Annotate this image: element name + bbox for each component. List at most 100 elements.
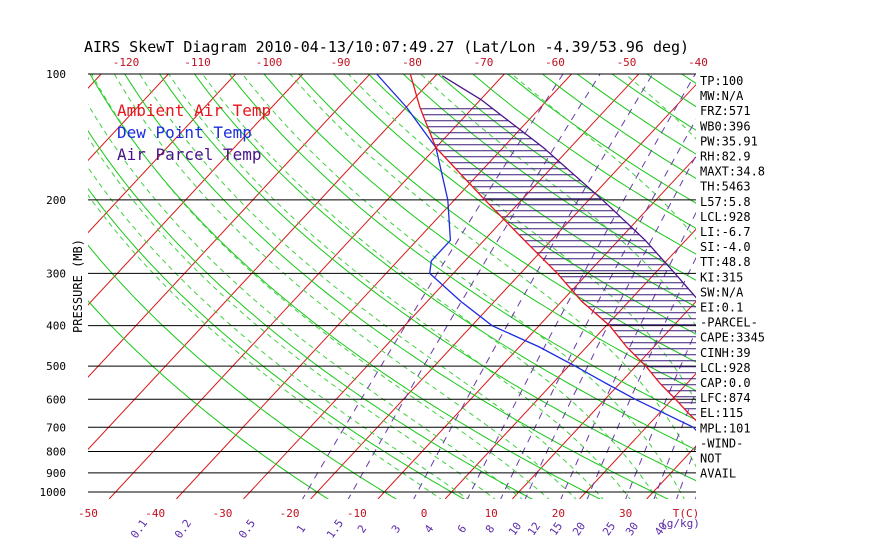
moist-adiabat-line bbox=[88, 166, 469, 499]
top-temp-tick-label: -40 bbox=[688, 56, 708, 69]
moist-adiabat-line bbox=[168, 74, 631, 499]
mixing-ratio-tick-label: 0.1 bbox=[128, 517, 150, 541]
mixing-ratio-line bbox=[625, 329, 696, 499]
sounding-index-item: -WIND- bbox=[700, 436, 743, 450]
mixing-ratio-line bbox=[774, 74, 870, 501]
pressure-tick-label: 700 bbox=[46, 421, 66, 434]
air-parcel-temp-line bbox=[441, 75, 696, 299]
dew-point-temp-line bbox=[376, 74, 696, 432]
sounding-index-item: CAP:0.0 bbox=[700, 376, 751, 390]
dry-adiabat-line bbox=[88, 187, 465, 499]
pressure-tick-label: 900 bbox=[46, 467, 66, 480]
dry-adiabat-line bbox=[751, 74, 870, 501]
moist-adiabat-line bbox=[241, 74, 685, 499]
sounding-index-item: TT:48.8 bbox=[700, 255, 751, 269]
mixing-ratio-tick-label: 1 bbox=[294, 523, 308, 536]
dry-adiabat-line bbox=[786, 74, 870, 501]
isotherm-line bbox=[511, 300, 696, 499]
top-temp-tick-label: -60 bbox=[545, 56, 565, 69]
dry-adiabat-line bbox=[194, 74, 696, 451]
legend-air-parcel-temp: Air Parcel Temp bbox=[117, 145, 262, 164]
dry-adiabat-line bbox=[437, 74, 696, 255]
pressure-tick-label: 100 bbox=[46, 68, 66, 81]
moist-adiabat-line bbox=[91, 74, 550, 499]
y-axis-label: PRESSURE (MB) bbox=[71, 239, 85, 333]
pressure-tick-label: 400 bbox=[46, 320, 66, 333]
profile-lines bbox=[376, 74, 696, 432]
mixing-ratio-line bbox=[524, 154, 696, 499]
sounding-index-item: CAPE:3345 bbox=[700, 331, 765, 345]
dry-adiabat-line bbox=[472, 74, 696, 229]
sounding-index-item: EL:115 bbox=[700, 406, 743, 420]
top-temp-tick-label: -120 bbox=[113, 56, 140, 69]
bottom-temp-tick-label: 20 bbox=[552, 507, 565, 520]
isotherm-line bbox=[88, 74, 236, 234]
isotherm-line bbox=[88, 74, 169, 162]
sounding-index-item: TH:5463 bbox=[700, 180, 751, 194]
isotherm-line bbox=[848, 74, 870, 499]
moist-adiabat-line bbox=[88, 103, 523, 499]
ambient-air-temp-line bbox=[409, 74, 696, 422]
dry-adiabat-line bbox=[88, 244, 397, 499]
isotherm-line bbox=[444, 228, 696, 499]
bottom-temp-tick-label: 30 bbox=[619, 507, 632, 520]
sounding-index-item: TP:100 bbox=[700, 74, 743, 88]
pressure-tick-label: 200 bbox=[46, 194, 66, 207]
isotherm-line bbox=[243, 74, 640, 499]
mixing-ratio-line bbox=[466, 74, 696, 499]
top-temp-tick-label: -100 bbox=[256, 56, 283, 69]
mixing-ratio-tick-label: 4 bbox=[422, 522, 437, 535]
bottom-temp-tick-label: -40 bbox=[145, 507, 165, 520]
mixing-ratio-line bbox=[500, 118, 696, 499]
mixing-ratio-tick-label: 20 bbox=[570, 520, 588, 538]
sounding-index-item: SI:-4.0 bbox=[700, 240, 751, 254]
mixing-ratio-tick-label: 6 bbox=[455, 523, 469, 536]
mixing-ratio-line bbox=[653, 390, 696, 499]
dry-adiabat-line bbox=[856, 74, 870, 501]
dry-adiabat-line bbox=[507, 74, 696, 204]
pressure-tick-label: 1000 bbox=[40, 486, 67, 499]
moist-adiabat-line bbox=[419, 74, 696, 327]
sounding-index-item: LI:-6.7 bbox=[700, 225, 751, 239]
dry-adiabat-line bbox=[88, 129, 533, 499]
moist-adiabat-line bbox=[88, 136, 496, 499]
mixing-ratio-tick-label: 12 bbox=[525, 520, 543, 538]
mixing-ratio-tick-label: 40 bbox=[652, 520, 670, 538]
mixing-ratio-line bbox=[828, 74, 870, 501]
moist-adiabat-line bbox=[289, 74, 696, 468]
sounding-index-item: EI:0.1 bbox=[700, 301, 743, 315]
sounding-index-item: MPL:101 bbox=[700, 421, 751, 435]
bottom-temp-tick-label: -30 bbox=[212, 507, 232, 520]
sounding-index-item: NOT bbox=[700, 452, 722, 466]
bottom-temp-tick-label: 0 bbox=[421, 507, 428, 520]
pressure-tick-label: 300 bbox=[46, 267, 66, 280]
dry-adiabat-line bbox=[159, 74, 696, 482]
mixing-ratio-tick-label: 30 bbox=[623, 520, 641, 538]
top-temp-tick-label: -80 bbox=[402, 56, 422, 69]
dry-adiabat-line bbox=[89, 74, 601, 499]
pressure-tick-label: 800 bbox=[46, 445, 66, 458]
isotherm-line bbox=[88, 74, 102, 89]
mixing-ratio-tick-label: 2 bbox=[355, 523, 369, 536]
mixing-ratio-tick-label: 0.2 bbox=[172, 517, 194, 541]
dry-adiabat-line bbox=[228, 74, 696, 421]
background-lines bbox=[88, 74, 870, 501]
bottom-temp-tick-label: 10 bbox=[485, 507, 498, 520]
isotherm-line bbox=[310, 83, 696, 499]
dry-adiabat-line bbox=[821, 74, 870, 501]
sounding-index-item: RH:82.9 bbox=[700, 150, 751, 164]
pressure-tick-label: 500 bbox=[46, 360, 66, 373]
sounding-index-item: L57:5.8 bbox=[700, 195, 751, 209]
moist-adiabat-line bbox=[113, 74, 577, 499]
top-temp-tick-label: -110 bbox=[184, 56, 211, 69]
moist-adiabat-line bbox=[201, 74, 658, 499]
sounding-index-item: WB0:396 bbox=[700, 119, 751, 133]
mixing-ratio-unit-label: (g/kg) bbox=[660, 517, 700, 530]
top-temp-tick-label: -50 bbox=[617, 56, 637, 69]
bottom-temp-tick-label: -50 bbox=[78, 507, 98, 520]
mixing-ratio-line bbox=[676, 444, 696, 499]
mixing-ratio-tick-label: 10 bbox=[506, 520, 524, 538]
sounding-index-item: AVAIL bbox=[700, 467, 736, 481]
sounding-index-item: CINH:39 bbox=[700, 346, 751, 360]
